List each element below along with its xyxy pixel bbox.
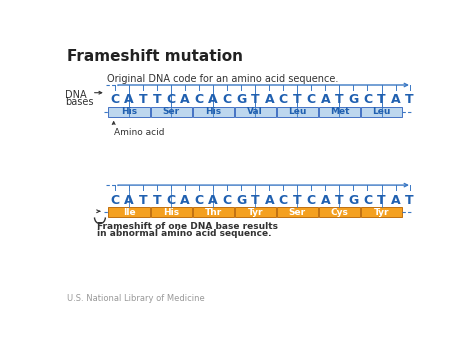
Text: C: C [279, 94, 288, 106]
Text: U.S. National Library of Medicine: U.S. National Library of Medicine [67, 294, 205, 303]
Text: Amino acid: Amino acid [114, 128, 164, 137]
Text: A: A [124, 94, 134, 106]
Text: C: C [166, 94, 176, 106]
Text: A: A [180, 194, 190, 207]
Text: T: T [377, 194, 386, 207]
Text: Frameshift of one DNA base results: Frameshift of one DNA base results [97, 222, 278, 231]
Text: C: C [363, 194, 372, 207]
Text: A: A [391, 94, 401, 106]
Text: T: T [251, 194, 260, 207]
Text: His: His [163, 208, 179, 216]
FancyBboxPatch shape [319, 107, 360, 117]
Text: T: T [139, 94, 147, 106]
Text: C: C [195, 94, 204, 106]
Text: Val: Val [247, 107, 263, 117]
Text: T: T [405, 194, 414, 207]
FancyBboxPatch shape [192, 207, 234, 217]
Text: A: A [180, 94, 190, 106]
Text: C: C [195, 194, 204, 207]
Text: G: G [236, 94, 246, 106]
Text: G: G [236, 194, 246, 207]
Text: T: T [153, 94, 162, 106]
Text: T: T [139, 194, 147, 207]
Text: Tyr: Tyr [374, 208, 389, 216]
Text: Ile: Ile [123, 208, 136, 216]
Text: Frameshift mutation: Frameshift mutation [67, 49, 243, 64]
FancyBboxPatch shape [109, 107, 150, 117]
Text: His: His [205, 107, 221, 117]
Text: A: A [320, 194, 330, 207]
Text: bases: bases [65, 97, 94, 106]
Text: A: A [264, 194, 274, 207]
Text: C: C [223, 94, 232, 106]
FancyBboxPatch shape [235, 207, 276, 217]
Text: C: C [110, 94, 119, 106]
FancyBboxPatch shape [235, 107, 276, 117]
Text: Cys: Cys [330, 208, 348, 216]
FancyBboxPatch shape [361, 207, 402, 217]
Text: C: C [166, 194, 176, 207]
Text: G: G [348, 94, 358, 106]
FancyBboxPatch shape [277, 107, 318, 117]
Text: C: C [363, 94, 372, 106]
Text: A: A [124, 194, 134, 207]
Text: T: T [251, 94, 260, 106]
Text: A: A [209, 194, 218, 207]
Text: C: C [110, 194, 119, 207]
Text: in abnormal amino acid sequence.: in abnormal amino acid sequence. [97, 229, 271, 238]
Text: DNA: DNA [65, 90, 87, 101]
Text: Met: Met [330, 107, 349, 117]
FancyBboxPatch shape [277, 207, 318, 217]
Text: Original DNA code for an amino acid sequence.: Original DNA code for an amino acid sequ… [107, 74, 339, 84]
FancyBboxPatch shape [151, 107, 192, 117]
Text: Ser: Ser [289, 208, 306, 216]
Text: T: T [293, 194, 301, 207]
Text: Tyr: Tyr [247, 208, 263, 216]
Text: T: T [377, 94, 386, 106]
Text: C: C [279, 194, 288, 207]
Text: Ser: Ser [163, 107, 180, 117]
Text: G: G [348, 194, 358, 207]
FancyBboxPatch shape [151, 207, 192, 217]
FancyBboxPatch shape [109, 207, 150, 217]
Text: C: C [307, 94, 316, 106]
Text: T: T [335, 94, 344, 106]
Text: A: A [320, 94, 330, 106]
Text: Leu: Leu [288, 107, 307, 117]
FancyBboxPatch shape [361, 107, 402, 117]
Text: C: C [223, 194, 232, 207]
Text: T: T [405, 94, 414, 106]
Text: A: A [209, 94, 218, 106]
Text: Leu: Leu [372, 107, 391, 117]
Text: C: C [307, 194, 316, 207]
Text: His: His [121, 107, 137, 117]
Text: A: A [391, 194, 401, 207]
Text: T: T [293, 94, 301, 106]
FancyBboxPatch shape [319, 207, 360, 217]
Text: T: T [335, 194, 344, 207]
Text: T: T [153, 194, 162, 207]
Text: A: A [264, 94, 274, 106]
Text: Thr: Thr [205, 208, 222, 216]
FancyBboxPatch shape [192, 107, 234, 117]
